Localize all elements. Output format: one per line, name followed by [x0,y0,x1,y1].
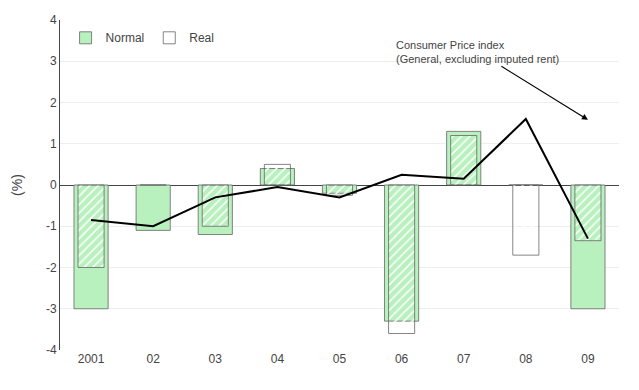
svg-text:2001: 2001 [78,352,105,366]
svg-text:08: 08 [519,352,533,366]
svg-text:07: 07 [457,352,471,366]
svg-text:-3: -3 [46,302,57,316]
svg-text:02: 02 [146,352,160,366]
svg-text:4: 4 [50,13,57,27]
svg-text:-1: -1 [46,219,57,233]
svg-text:-4: -4 [46,343,57,357]
svg-text:-2: -2 [46,261,57,275]
svg-text:0: 0 [50,178,57,192]
svg-text:04: 04 [271,352,285,366]
svg-text:2: 2 [50,96,57,110]
svg-text:Consumer Price index(General,: Consumer Price index(General, excluding … [396,39,559,65]
svg-text:1: 1 [50,137,57,151]
svg-text:09: 09 [581,352,595,366]
svg-text:(%): (%) [9,174,25,196]
svg-text:03: 03 [209,352,223,366]
svg-text:Normal: Normal [106,31,145,45]
svg-text:3: 3 [50,54,57,68]
svg-text:06: 06 [395,352,409,366]
svg-text:Real: Real [189,31,214,45]
svg-text:05: 05 [333,352,347,366]
